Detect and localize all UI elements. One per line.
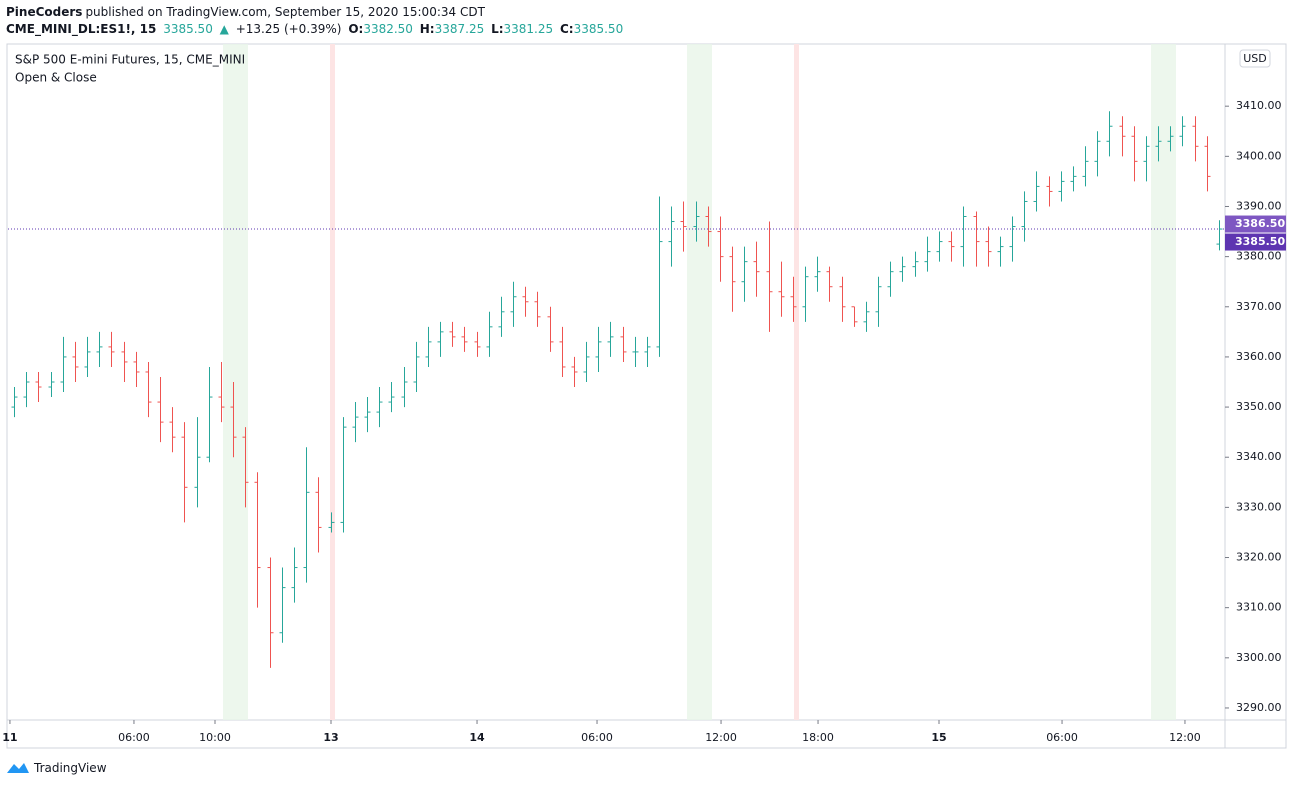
y-tick-label: 3330.00 <box>1236 500 1282 513</box>
header: PineCoders published on TradingView.com, … <box>6 4 626 38</box>
x-tick-label: 06:00 <box>118 731 150 744</box>
x-tick-label: 15 <box>931 731 946 744</box>
low-value: 3381.25 <box>503 22 554 36</box>
chart-subtitle: Open & Close <box>15 71 97 85</box>
high-value: 3387.25 <box>434 22 485 36</box>
session-highlight <box>687 44 712 720</box>
change: +13.25 (+0.39%) <box>235 22 342 36</box>
y-tick-label: 3390.00 <box>1236 199 1282 212</box>
chart: S&P 500 E-mini Futures, 15, CME_MINI Ope… <box>2 43 1287 749</box>
close-value: 3385.50 <box>573 22 624 36</box>
x-tick-label: 18:00 <box>802 731 834 744</box>
low-label: L: <box>491 22 504 36</box>
symbol: CME_MINI_DL:ES1!, 15 <box>6 22 157 36</box>
y-tick-label: 3400.00 <box>1236 149 1282 162</box>
published: published on TradingView.com, September … <box>85 5 485 19</box>
y-tick-label: 3340.00 <box>1236 450 1282 463</box>
price-label-box <box>1225 215 1286 233</box>
change-arrow: ▲ <box>219 22 229 36</box>
y-tick-label: 3380.00 <box>1236 250 1282 263</box>
brand-logo <box>7 763 29 773</box>
y-tick-label: 3300.00 <box>1236 651 1282 664</box>
last-price: 3385.50 <box>163 22 213 36</box>
x-tick-label: 12:00 <box>705 731 737 744</box>
session-highlight <box>1151 44 1176 720</box>
quote-line: CME_MINI_DL:ES1!, 15 3385.50 ▲ +13.25 (+… <box>6 21 626 38</box>
currency-button[interactable] <box>1239 49 1271 68</box>
close-label: C: <box>559 22 574 36</box>
y-tick-label: 3350.00 <box>1236 400 1282 413</box>
y-tick-label: 3310.00 <box>1236 601 1282 614</box>
chart-title: S&P 500 E-mini Futures, 15, CME_MINI <box>15 53 245 67</box>
y-tick-label: 3320.00 <box>1236 551 1282 564</box>
publish-line: PineCoders published on TradingView.com, … <box>6 4 626 21</box>
y-tick-label: 3360.00 <box>1236 350 1282 363</box>
high-label: H: <box>419 22 435 36</box>
x-tick-label: 06:00 <box>581 731 613 744</box>
price-label: 3385.50 <box>1235 235 1285 248</box>
y-tick-label: 3410.00 <box>1236 99 1282 112</box>
open-label: O: <box>348 22 364 36</box>
x-tick-label: 06:00 <box>1046 731 1078 744</box>
y-tick-label: 3370.00 <box>1236 300 1282 313</box>
session-highlight <box>330 44 335 720</box>
session-highlight <box>223 44 248 720</box>
chart-frame <box>6 43 1287 749</box>
x-tick-label: 14 <box>469 731 485 744</box>
x-tick-label: 13 <box>323 731 338 744</box>
footer: TradingView <box>6 761 107 775</box>
x-tick-label: 12:00 <box>1169 731 1201 744</box>
x-tick-label: 11 <box>2 731 17 744</box>
session-highlight <box>794 44 799 720</box>
price-label-box <box>1225 233 1286 251</box>
currency-label[interactable]: USD <box>1243 52 1267 65</box>
x-tick-label: 10:00 <box>199 731 231 744</box>
open-value: 3382.50 <box>363 22 413 36</box>
brand: TradingView <box>34 761 107 775</box>
price-label: 3386.50 <box>1235 217 1285 230</box>
author: PineCoders <box>6 5 83 19</box>
y-tick-label: 3290.00 <box>1236 701 1282 714</box>
